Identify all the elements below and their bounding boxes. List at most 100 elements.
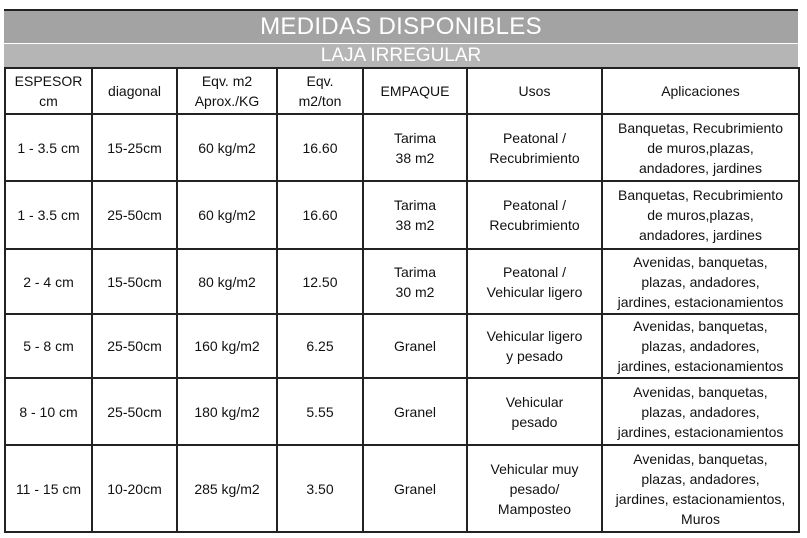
cell-line: diagonal: [108, 83, 161, 99]
cell-line: plazas, andadores,: [641, 338, 760, 354]
cell-diagonal: 10-20cm: [91, 444, 178, 533]
column-header: Usos: [466, 67, 603, 115]
cell-line: m2/ton: [298, 93, 342, 109]
cell-eqv-ton: 16.60: [276, 113, 364, 182]
cell-usos: Vehicular ligero y pesado: [466, 313, 603, 379]
cell-eqv-ton: 12.50: [276, 248, 364, 315]
cell-line: Granel: [393, 480, 437, 497]
cell-line: Avenidas, banquetas,: [633, 318, 768, 334]
cell-line: Avenidas, banquetas,: [633, 253, 768, 270]
cell-line: Usos: [518, 83, 551, 99]
cell-line: Granel: [393, 338, 437, 354]
cell-usos: Peatonal / Recubrimiento: [466, 180, 603, 250]
cell-eqv-ton: 3.50: [276, 444, 364, 533]
cell-eqv-ton: 6.25: [276, 313, 364, 379]
cell-eqv-kg: 60 kg/m2: [176, 180, 278, 250]
cell-line: pesado/: [509, 480, 560, 497]
cell-line: Tarima: [393, 129, 436, 146]
cell-line: jardines, estacionamientos,: [615, 490, 786, 507]
cell-line: Avenidas, banquetas,: [633, 450, 768, 467]
cell-empaque: Tarima 30 m2: [362, 248, 468, 315]
cell-line: EMPAQUE: [380, 83, 450, 99]
column-header: Aplicaciones: [601, 67, 800, 115]
cell-line: 30 m2: [395, 283, 435, 300]
table-row: 1 - 3.5 cm 25-50cm 60 kg/m2 16.60 Tarima 38 m…: [4, 180, 800, 250]
cell-usos: Vehicular muy pesado/Mamposteo: [466, 444, 603, 533]
cell-espesor: 1 - 3.5 cm: [4, 180, 93, 250]
cell-eqv-kg: 80 kg/m2: [176, 248, 278, 315]
cell-line: Eqv. m2: [201, 73, 253, 89]
cell-usos: Vehicular pesado: [466, 377, 603, 446]
cell-line: Banquetas, Recubrimiento: [618, 119, 783, 136]
cell-line: jardines, estacionamientos: [617, 358, 784, 374]
cell-line: plazas, andadores,: [641, 273, 760, 290]
column-header: Eqv. m2 Aprox./KG: [176, 67, 278, 115]
cell-line: Avenidas, banquetas,: [633, 383, 768, 400]
cell-line: Eqv.: [306, 73, 334, 89]
cell-line: Aplicaciones: [661, 83, 740, 99]
cell-empaque: Granel: [362, 313, 468, 379]
table-subtitle: LAJA IRREGULAR: [4, 43, 798, 67]
cell-aplicaciones: Avenidas, banquetas, plazas, andadores, ja…: [601, 377, 800, 446]
cell-eqv-ton: 16.60: [276, 180, 364, 250]
column-header: diagonal: [91, 67, 178, 115]
cell-espesor: 2 - 4 cm: [4, 248, 93, 315]
table-row: 1 - 3.5 cm 15-25cm 60 kg/m2 16.60 Tarima 38 m…: [4, 113, 800, 182]
table-row: 2 - 4 cm 15-50cm 80 kg/m2 12.50 Tarima 30 m2 P…: [4, 248, 800, 315]
cell-diagonal: 15-25cm: [91, 113, 178, 182]
cell-eqv-kg: 60 kg/m2: [176, 113, 278, 182]
cell-line: plazas, andadores,: [641, 470, 760, 487]
cell-aplicaciones: Banquetas, Recubrimiento de muros,plazas,…: [601, 180, 800, 250]
product-sizes-table: MEDIDAS DISPONIBLES LAJA IRREGULAR ESPES…: [4, 9, 800, 533]
cell-diagonal: 15-50cm: [91, 248, 178, 315]
cell-usos: Peatonal / Vehicular ligero: [466, 248, 603, 315]
cell-line: pesado: [511, 413, 558, 430]
cell-espesor: 5 - 8 cm: [4, 313, 93, 379]
cell-line: Peatonal /: [502, 129, 567, 146]
sizes-table: ESPESOR cm diagonal Eqv. m2 Aprox./KG Eqv. m2/…: [4, 67, 800, 533]
cell-line: Vehicular: [505, 393, 564, 410]
cell-line: Banquetas, Recubrimiento: [618, 187, 783, 203]
cell-eqv-ton: 5.55: [276, 377, 364, 446]
cell-empaque: Tarima 38 m2: [362, 113, 468, 182]
cell-line: Aprox./KG: [194, 93, 260, 109]
cell-usos: Peatonal / Recubrimiento: [466, 113, 603, 182]
column-header: Eqv. m2/ton: [276, 67, 364, 115]
cell-line: Vehicular muy: [490, 460, 579, 477]
table-row: 11 - 15 cm 10-20cm 285 kg/m2 3.50 Granel Vehi…: [4, 444, 800, 533]
cell-eqv-kg: 160 kg/m2: [176, 313, 278, 379]
cell-line: Tarima: [393, 197, 436, 213]
column-header: ESPESOR cm: [4, 67, 93, 115]
cell-aplicaciones: Banquetas, Recubrimiento de muros,plazas,…: [601, 113, 800, 182]
cell-line: cm: [39, 93, 58, 109]
cell-line: Granel: [393, 403, 437, 420]
cell-line: y pesado: [506, 348, 563, 364]
cell-espesor: 1 - 3.5 cm: [4, 113, 93, 182]
cell-line: andadores, jardines: [639, 227, 762, 243]
cell-espesor: 11 - 15 cm: [4, 444, 93, 533]
cell-diagonal: 25-50cm: [91, 180, 178, 250]
cell-line: jardines, estacionamientos: [617, 293, 784, 310]
column-header: EMPAQUE: [362, 67, 468, 115]
table-title: MEDIDAS DISPONIBLES: [4, 9, 798, 43]
table-row: 8 - 10 cm 25-50cm 180 kg/m2 5.55 Granel Vehic…: [4, 377, 800, 446]
cell-aplicaciones: Avenidas, banquetas, plazas, andadores, ja…: [601, 313, 800, 379]
cell-line: Peatonal /: [502, 263, 567, 280]
table-row: 5 - 8 cm 25-50cm 160 kg/m2 6.25 Granel Vehicu…: [4, 313, 800, 379]
cell-empaque: Granel: [362, 444, 468, 533]
cell-line: Tarima: [393, 263, 436, 280]
cell-line: 38 m2: [395, 149, 435, 166]
cell-eqv-kg: 180 kg/m2: [176, 377, 278, 446]
cell-line: plazas, andadores,: [641, 403, 760, 420]
header-row: ESPESOR cm diagonal Eqv. m2 Aprox./KG Eqv. m2/…: [4, 67, 800, 115]
cell-eqv-kg: 285 kg/m2: [176, 444, 278, 533]
cell-line: jardines, estacionamientos: [617, 423, 784, 440]
cell-line: Vehicular ligero: [486, 283, 583, 300]
cell-line: Mamposteo: [497, 500, 572, 517]
cell-line: Muros: [681, 510, 720, 527]
cell-diagonal: 25-50cm: [91, 313, 178, 379]
cell-line: Recubrimiento: [489, 217, 580, 233]
cell-espesor: 8 - 10 cm: [4, 377, 93, 446]
cell-line: andadores, jardines: [639, 159, 762, 176]
cell-diagonal: 25-50cm: [91, 377, 178, 446]
